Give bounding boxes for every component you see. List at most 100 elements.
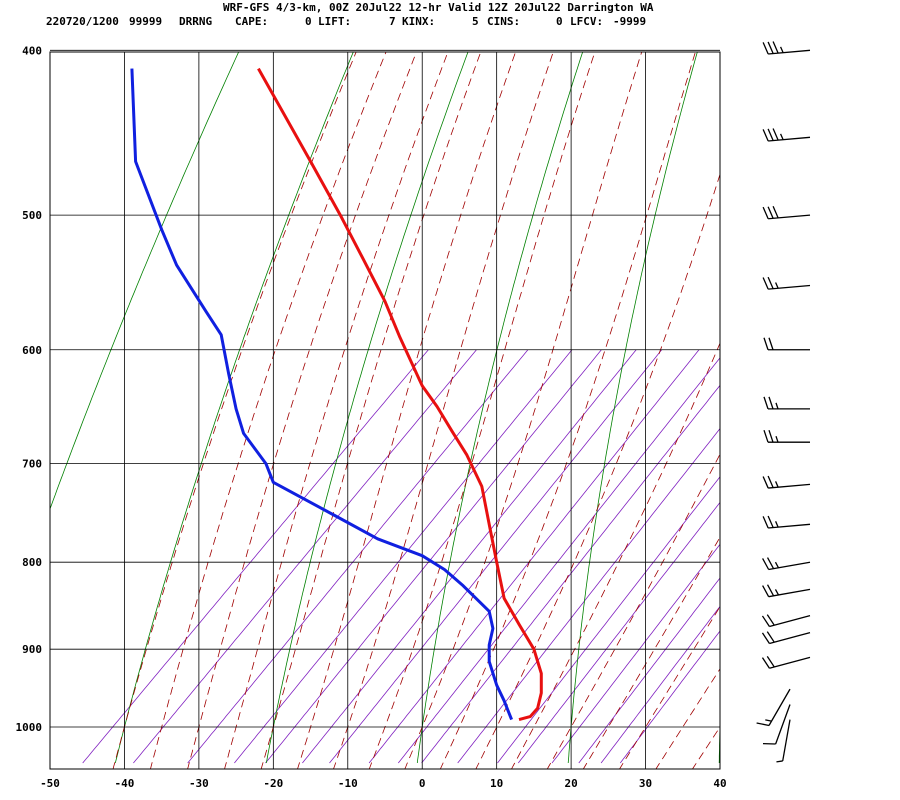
wind-barb-flag (762, 516, 769, 529)
wind-barb (762, 276, 811, 290)
plot-frame (49, 51, 721, 770)
mixing-ratio-line (457, 427, 720, 764)
mixing-ratio-line (265, 349, 602, 764)
x-tick-label: 30 (639, 777, 652, 790)
axis-ticks: 400 500 600 700 800 900 1000 -50 -40 -30 -20 -10 0 10… (16, 44, 727, 790)
wind-barb-flag (756, 722, 770, 727)
wind-barb-flag (766, 584, 775, 597)
moist-adiabat-line (546, 453, 720, 769)
wind-barb-half-flag (779, 46, 784, 53)
dry-adiabat-line (50, 52, 240, 510)
station-code: DRRNG (179, 15, 212, 28)
background-lines (50, 12, 900, 769)
wind-barb (762, 128, 811, 142)
x-tick-label: -10 (338, 777, 358, 790)
dewpoint-profile-line (130, 68, 513, 721)
wind-barb (762, 475, 811, 489)
wind-barb-flag (763, 396, 769, 410)
wind-barb (763, 337, 810, 351)
wind-barb-staff (768, 561, 811, 571)
x-tick-label: 10 (490, 777, 503, 790)
y-tick-label: 600 (22, 344, 42, 357)
wind-barb-flag (767, 206, 774, 219)
mixing-ratio-line (82, 349, 429, 764)
wind-barb-staff (768, 483, 811, 489)
wind-barb-flag (766, 631, 775, 643)
series-layer (130, 67, 543, 722)
lift-value: 7 (389, 15, 396, 28)
wind-barb (762, 515, 811, 529)
wind-barb-flag (762, 558, 770, 570)
lfcv-label: LFCV: (570, 15, 603, 28)
wind-barb (763, 429, 810, 443)
wind-barb-half-flag (774, 561, 780, 569)
moist-adiabat-line (150, 52, 387, 769)
wind-barb-staff (769, 631, 811, 645)
x-tick-label: -40 (115, 777, 135, 790)
wind-barb (762, 206, 811, 220)
wind-barb-flag (761, 615, 770, 627)
wind-barb-staff (768, 688, 791, 726)
mixing-ratio-line (397, 357, 720, 764)
mixing-ratio-line (368, 349, 700, 764)
wind-barb-flag (763, 337, 769, 350)
x-tick-label: 0 (419, 777, 426, 790)
y-tick-label: 700 (22, 458, 42, 471)
wind-barb-flag (762, 585, 770, 597)
wind-barb (763, 396, 810, 410)
wind-barb-staff (768, 136, 811, 142)
wind-barb-half-flag (776, 760, 783, 763)
cape-label: CAPE: (235, 15, 268, 28)
wind-barb-flag (762, 277, 769, 290)
wind-barb-half-flag (775, 435, 779, 443)
dry-adiabat-line (114, 52, 354, 764)
moist-adiabat-line (368, 52, 596, 769)
wind-barb-half-flag (775, 521, 779, 528)
dry-adiabat-line (416, 52, 584, 764)
x-tick-label: 40 (713, 777, 726, 790)
wind-barb (762, 41, 811, 55)
y-tick-label: 400 (22, 44, 42, 57)
moist-adiabat-line (260, 52, 482, 769)
dry-adiabat-line (718, 713, 720, 764)
mixing-ratio-line (497, 476, 720, 764)
dry-adiabat-line (265, 52, 469, 764)
x-tick-label: -20 (263, 777, 283, 790)
dry-adiabat-line (868, 12, 900, 763)
wind-barb (761, 656, 811, 669)
wind-barb-staff (782, 719, 791, 762)
x-tick-label: 20 (564, 777, 577, 790)
y-tick-label: 1000 (16, 721, 43, 734)
moist-adiabat-line (475, 172, 720, 769)
moist-adiabat-line (224, 52, 449, 769)
wind-barb-flag (762, 129, 769, 142)
x-tick-label: -30 (189, 777, 209, 790)
wind-barb-flag (766, 614, 775, 626)
wind-barb-staff (768, 284, 811, 290)
wind-barb (776, 719, 791, 763)
mixing-ratio-line (187, 349, 529, 764)
wind-barb-flag (767, 515, 774, 528)
wind-barb-half-flag (775, 402, 779, 410)
wind-barb-staff (768, 214, 811, 220)
wind-barb-flag (772, 128, 779, 141)
wind-barb-staff (775, 704, 791, 745)
y-tick-label: 500 (22, 209, 42, 222)
wind-barb-flag (772, 41, 779, 54)
wind-barb-flag (762, 476, 769, 489)
wind-barb (761, 631, 811, 645)
mixing-ratio-line (578, 577, 720, 764)
moist-adiabat-line (439, 52, 696, 769)
wind-barb (762, 557, 811, 571)
wind-barb-staff (769, 656, 811, 669)
moist-adiabat-line (297, 52, 517, 769)
wind-barb-half-flag (775, 282, 779, 289)
mixing-ratio-line (600, 605, 720, 764)
wind-barb-flag (768, 337, 774, 350)
mixing-ratio-line (517, 501, 720, 764)
cins-label: CINS: (487, 15, 520, 28)
wind-barb-flag (766, 557, 775, 569)
x-tick-label: -50 (40, 777, 60, 790)
mixing-ratio-line (619, 630, 720, 764)
mixing-ratio-line (133, 349, 477, 764)
